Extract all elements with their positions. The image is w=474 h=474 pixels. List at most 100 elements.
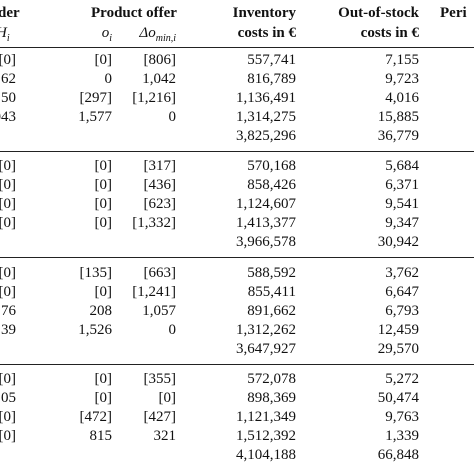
row-o: 208 (89, 303, 113, 319)
row-o: 815 (89, 428, 113, 444)
row-inventory: 858,426 (247, 177, 296, 193)
header-inventory-line1: Inventory (232, 5, 296, 21)
row-oos: 3,762 (385, 265, 419, 281)
total-oos: 29,570 (377, 341, 419, 357)
header-col-delta-sub: min,i (155, 33, 176, 44)
group-rule (0, 257, 474, 259)
row-oos: 9,541 (385, 196, 419, 212)
row-oos: 7,155 (385, 52, 419, 68)
group-rule (0, 364, 474, 366)
row-oos: 6,371 (385, 177, 419, 193)
row-delta: 0 (168, 109, 177, 125)
row-h: 62 (1, 71, 16, 87)
total-oos: 36,779 (377, 128, 419, 144)
row-oos: 6,647 (385, 284, 419, 300)
row-o: 0 (104, 71, 113, 87)
row-oos: 6,793 (385, 303, 419, 319)
total-oos: 30,942 (377, 234, 419, 250)
row-oos: 4,016 (385, 90, 419, 106)
row-o: [0] (94, 196, 113, 212)
row-delta: [663] (143, 265, 177, 281)
row-inventory: 1,136,491 (236, 90, 296, 106)
row-delta: [1,241] (132, 284, 176, 300)
row-o: [297] (79, 90, 113, 106)
row-h: 50 (1, 90, 16, 106)
header-rule (0, 47, 474, 49)
row-delta: 321 (153, 428, 177, 444)
row-oos: 5,684 (385, 158, 419, 174)
row-o: [0] (94, 215, 113, 231)
header-col-h: Hi (0, 24, 10, 48)
total-inventory: 3,825,296 (236, 128, 296, 144)
row-delta: 0 (168, 322, 177, 338)
row-h: [0] (0, 371, 16, 387)
row-o: 1,526 (78, 322, 112, 338)
group-rule (0, 151, 474, 153)
row-h: 76 (1, 303, 16, 319)
header-col-delta-main: Δo (139, 25, 156, 41)
header-oos-line2: costs in € (360, 25, 419, 41)
row-h: 05 (1, 390, 16, 406)
row-delta: [623] (143, 196, 177, 212)
row-delta: [355] (143, 371, 177, 387)
row-h: [0] (0, 284, 16, 300)
row-o: [0] (94, 158, 113, 174)
row-delta: [1,216] (132, 90, 176, 106)
row-o: [135] (79, 265, 113, 281)
row-inventory: 891,662 (247, 303, 296, 319)
header-order-label: der (0, 5, 20, 21)
row-inventory: 1,314,275 (236, 109, 296, 125)
row-oos: 9,763 (385, 409, 419, 425)
row-oos: 5,272 (385, 371, 419, 387)
total-inventory: 4,104,188 (236, 447, 296, 463)
row-h: [0] (0, 428, 16, 444)
row-oos: 9,723 (385, 71, 419, 87)
row-o: [0] (94, 390, 113, 406)
row-h: [0] (0, 196, 16, 212)
row-inventory: 572,078 (247, 371, 296, 387)
row-delta: 1,057 (142, 303, 176, 319)
header-product-offer: Product offer (91, 5, 177, 21)
header-inventory-line2: costs in € (237, 25, 296, 41)
total-inventory: 3,647,927 (236, 341, 296, 357)
row-h: [0] (0, 215, 16, 231)
header-col-o: oi (70, 24, 112, 48)
row-inventory: 898,369 (247, 390, 296, 406)
row-oos: 12,459 (377, 322, 419, 338)
row-h: [0] (0, 177, 16, 193)
row-o: 1,577 (78, 109, 112, 125)
row-inventory: 557,741 (247, 52, 296, 68)
row-inventory: 1,121,349 (236, 409, 296, 425)
row-oos: 1,339 (385, 428, 419, 444)
row-inventory: 1,512,392 (236, 428, 296, 444)
row-o: [0] (94, 177, 113, 193)
header-col-o-sub: i (109, 33, 112, 44)
row-inventory: 1,413,377 (236, 215, 296, 231)
row-o: [472] (79, 409, 113, 425)
header-period-label: Peri (440, 5, 467, 21)
row-delta: [0] (158, 390, 177, 406)
row-inventory: 816,789 (247, 71, 296, 87)
row-inventory: 1,312,262 (236, 322, 296, 338)
row-delta: 1,042 (142, 71, 176, 87)
row-h: [0] (0, 158, 16, 174)
row-delta: [436] (143, 177, 177, 193)
header-col-o-main: o (101, 25, 110, 41)
row-oos: 15,885 (377, 109, 419, 125)
row-delta: [317] (143, 158, 177, 174)
row-inventory: 855,411 (247, 284, 296, 300)
total-inventory: 3,966,578 (236, 234, 296, 250)
row-inventory: 1,124,607 (236, 196, 296, 212)
total-oos: 66,848 (377, 447, 419, 463)
row-h: [0] (0, 52, 16, 68)
row-h: 043 (0, 109, 16, 125)
row-o: [0] (94, 52, 113, 68)
header-col-h-main: H (0, 25, 7, 41)
row-oos: 9,347 (385, 215, 419, 231)
row-o: [0] (94, 371, 113, 387)
row-inventory: 570,168 (247, 158, 296, 174)
row-h: [0] (0, 265, 16, 281)
row-o: [0] (94, 284, 113, 300)
row-delta: [806] (143, 52, 177, 68)
